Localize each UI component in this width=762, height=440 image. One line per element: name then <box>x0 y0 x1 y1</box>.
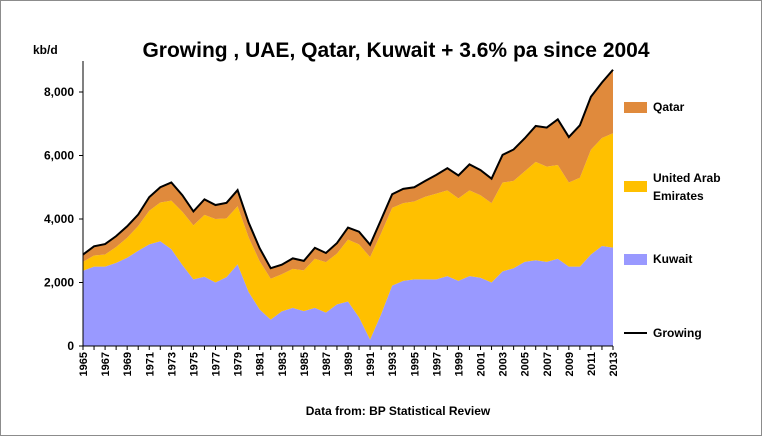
x-tick-label: 1989 <box>343 352 355 376</box>
x-tick-label: 1995 <box>409 352 421 376</box>
x-tick-label: 2003 <box>498 352 510 376</box>
legend-label-growing: Growing <box>653 326 702 340</box>
chart-title: Growing , UAE, Qatar, Kuwait + 3.6% pa s… <box>142 39 649 62</box>
area-qatar <box>83 69 613 279</box>
x-tick-label: 1977 <box>211 352 223 376</box>
x-tick-label: 1983 <box>277 352 289 376</box>
y-tick-label: 8,000 <box>44 85 74 99</box>
area-series-group <box>83 69 613 346</box>
x-tick-label: 1991 <box>365 352 377 376</box>
x-tick-label: 1965 <box>78 352 90 376</box>
y-tick-label: 0 <box>67 339 74 353</box>
x-tick-label: 1979 <box>233 352 245 376</box>
legend-label-united-arab-emirates: Emirates <box>653 189 704 203</box>
legend-label-kuwait: Kuwait <box>653 252 692 266</box>
x-tick-label: 2007 <box>542 352 554 376</box>
x-tick-label: 1967 <box>100 352 112 376</box>
y-axis-unit-label: kb/d <box>33 43 58 57</box>
x-tick-label: 1999 <box>453 352 465 376</box>
line-growing <box>82 69 614 270</box>
x-tick-label: 1993 <box>387 352 399 376</box>
legend-swatch-united-arab-emirates <box>624 181 647 192</box>
legend-label-united-arab-emirates: United Arab <box>653 171 721 185</box>
legend-label-qatar: Qatar <box>653 100 685 114</box>
y-tick-label: 4,000 <box>44 212 74 226</box>
x-tick-label: 1971 <box>144 352 156 376</box>
x-tick-label: 1973 <box>166 352 178 376</box>
line-series-group <box>82 69 614 270</box>
x-axis-ticks: 1965 1967 1969 1971 1973 1975 1977 1979 1981 1983… <box>78 346 620 376</box>
x-tick-label: 1975 <box>188 352 200 376</box>
x-tick-label: 1985 <box>299 352 311 376</box>
x-tick-label: 2005 <box>520 352 532 376</box>
x-tick-label: 2009 <box>564 352 576 376</box>
y-tick-label: 6,000 <box>44 149 74 163</box>
legend-swatch-qatar <box>624 102 647 113</box>
legend-swatch-kuwait <box>624 254 647 265</box>
x-tick-label: 2013 <box>608 352 620 376</box>
y-axis-ticks: 0 2,000 4,000 6,000 8,000 <box>44 85 83 353</box>
x-tick-label: 2011 <box>586 352 598 376</box>
area-united-arab-emirates <box>83 133 613 340</box>
source-note: Data from: BP Statistical Review <box>306 404 491 418</box>
x-tick-label: 1969 <box>122 352 134 376</box>
x-tick-label: 1987 <box>321 352 333 376</box>
area-kuwait <box>83 241 613 346</box>
y-tick-label: 2,000 <box>44 276 74 290</box>
legend: Qatar United Arab Emirates Kuwait Growing <box>624 100 721 340</box>
x-tick-label: 2001 <box>476 352 488 376</box>
x-tick-label: 1981 <box>255 352 267 376</box>
x-tick-label: 1997 <box>431 352 443 376</box>
